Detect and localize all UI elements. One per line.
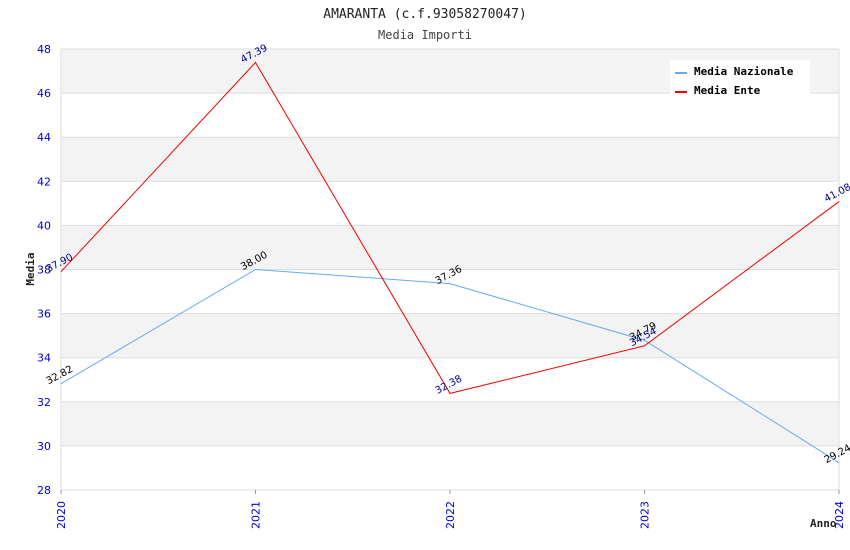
y-tick-label: 30 <box>37 440 51 453</box>
x-axis-label: Anno <box>810 517 837 530</box>
plot-band <box>61 401 839 446</box>
y-axis-ticks: 28 30 32 34 36 38 40 42 44 46 48 <box>37 43 51 497</box>
series-line-ente <box>60 61 840 394</box>
chart-title: AMARANTA (c.f.93058270047) <box>323 7 527 22</box>
y-tick-label: 28 <box>37 484 51 497</box>
x-tick-label: 2023 <box>639 501 652 529</box>
y-tick-label: 32 <box>37 396 51 409</box>
plot-band <box>61 269 839 314</box>
y-tick-label: 38 <box>37 264 51 277</box>
x-axis-ticks: 2020 2021 2022 2023 2024 <box>55 490 846 529</box>
plot-band <box>61 137 839 182</box>
plot-band <box>61 313 839 358</box>
x-tick-label: 2022 <box>444 501 457 529</box>
chart-subtitle: Media Importi <box>378 28 472 42</box>
x-tick-label: 2020 <box>55 501 68 529</box>
y-tick-label: 46 <box>37 87 51 100</box>
plot-band <box>61 181 839 226</box>
legend-label-nazionale: Media Nazionale <box>694 65 794 78</box>
plot-band <box>61 225 839 270</box>
y-tick-label: 48 <box>37 43 51 56</box>
y-tick-label: 36 <box>37 308 51 321</box>
background-bands <box>61 49 839 490</box>
x-tick-label: 2024 <box>833 501 846 529</box>
plot-band <box>61 357 839 402</box>
y-tick-label: 40 <box>37 219 51 232</box>
plot-band <box>61 445 839 490</box>
legend: Media Nazionale Media Ente <box>670 60 810 97</box>
y-tick-label: 42 <box>37 175 51 188</box>
series-line-nazionale <box>60 268 840 464</box>
y-tick-label: 34 <box>37 352 51 365</box>
series-lines <box>60 61 840 464</box>
legend-label-ente: Media Ente <box>694 84 761 97</box>
plot-band <box>61 93 839 138</box>
y-axis-label: Media <box>24 252 37 285</box>
legend-box <box>670 60 810 97</box>
x-tick-label: 2021 <box>250 501 263 529</box>
y-tick-label: 44 <box>37 131 51 144</box>
data-labels: 32.8238.0037.3634.7929.2437.9047.3932.38… <box>45 43 850 466</box>
